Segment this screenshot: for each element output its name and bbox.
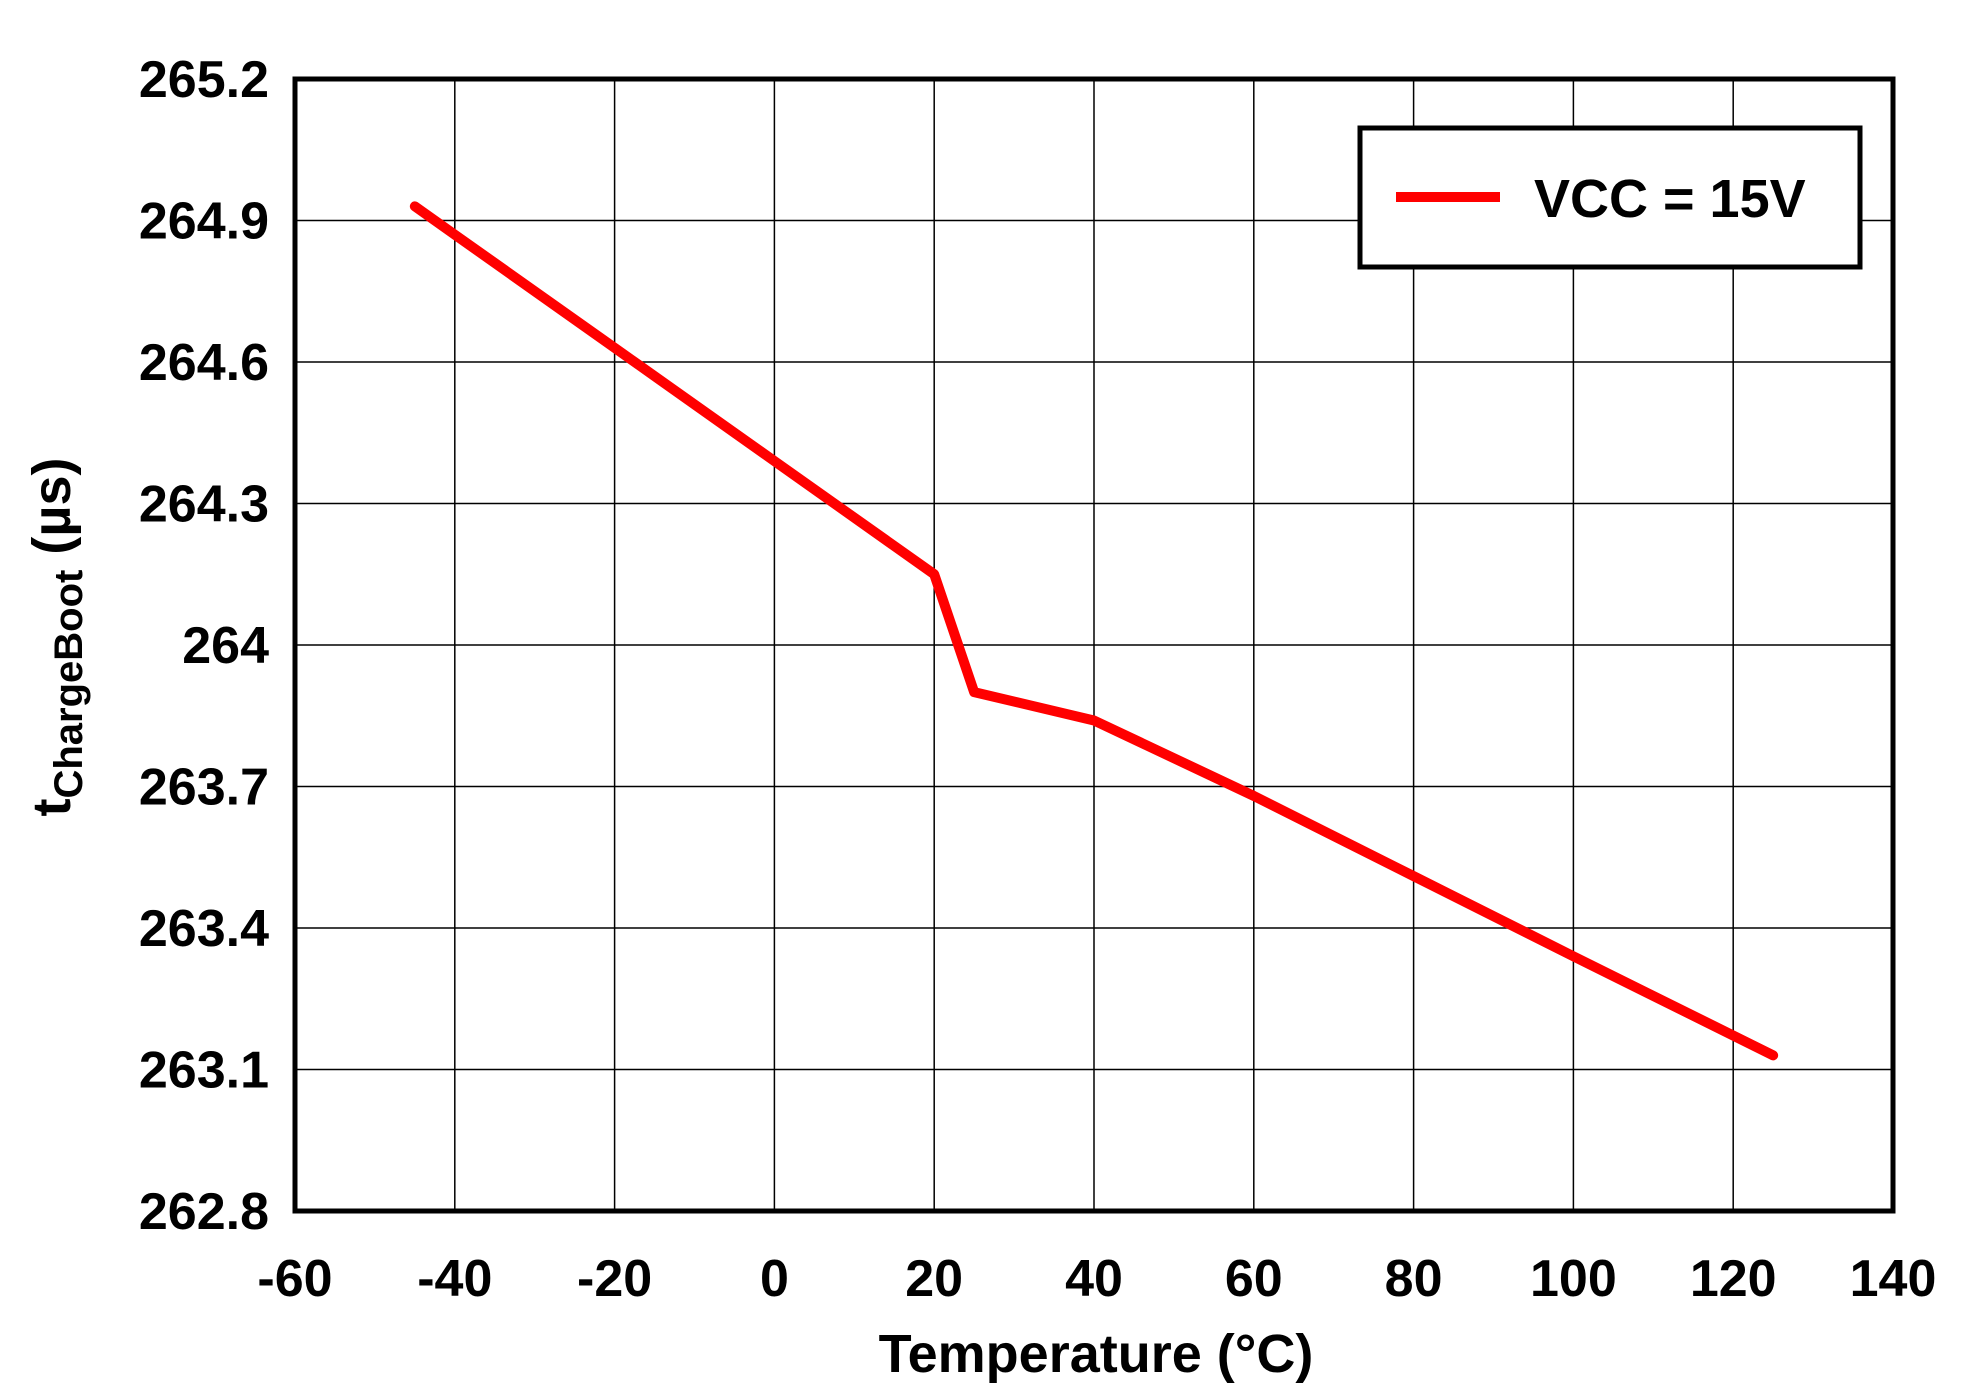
x-tick-label: 120	[1690, 1250, 1777, 1308]
series-line-vcc-15v	[409, 201, 1779, 1061]
y-axis-title-main: t	[22, 799, 82, 817]
y-tick-label: 263.1	[139, 1042, 269, 1100]
y-axis-title-unit: (µs)	[22, 458, 82, 570]
x-axis-tick-labels: -60 -40 -20 0 20 40 60 80 100 120 140	[257, 1250, 1936, 1308]
y-tick-label: 264.3	[139, 476, 269, 534]
y-tick-label: 264.9	[139, 193, 269, 251]
y-tick-label: 265.2	[139, 51, 269, 109]
x-tick-label: 20	[905, 1250, 963, 1308]
x-tick-label: 80	[1385, 1250, 1443, 1308]
y-tick-label: 264.6	[139, 334, 269, 392]
x-tick-label: -20	[577, 1250, 652, 1308]
y-tick-label: 262.8	[139, 1183, 269, 1241]
series	[409, 201, 1779, 1061]
y-axis-tick-labels: 262.8 263.1 263.4 263.7 264 264.3 264.6 264.9 26…	[139, 51, 269, 1241]
y-tick-label: 264	[182, 617, 269, 675]
legend: VCC = 15V	[1357, 125, 1863, 270]
plot-area-frame	[292, 76, 1896, 1214]
y-axis-title-subscript: ChargeBoot	[47, 570, 91, 799]
y-tick-label: 263.7	[139, 759, 269, 817]
legend-label-vcc-15v: VCC = 15V	[1534, 169, 1806, 229]
x-tick-label: -40	[417, 1250, 492, 1308]
x-tick-label: 40	[1065, 1250, 1123, 1308]
x-tick-label: 60	[1225, 1250, 1283, 1308]
x-tick-label: 0	[760, 1250, 789, 1308]
y-tick-label: 263.4	[139, 900, 269, 958]
y-axis-title: tChargeBoot (µs)	[22, 458, 91, 817]
x-axis-title: Temperature (°C)	[879, 1324, 1314, 1384]
x-tick-label: 140	[1850, 1250, 1937, 1308]
x-tick-label: -60	[257, 1250, 332, 1308]
x-tick-label: 100	[1530, 1250, 1617, 1308]
